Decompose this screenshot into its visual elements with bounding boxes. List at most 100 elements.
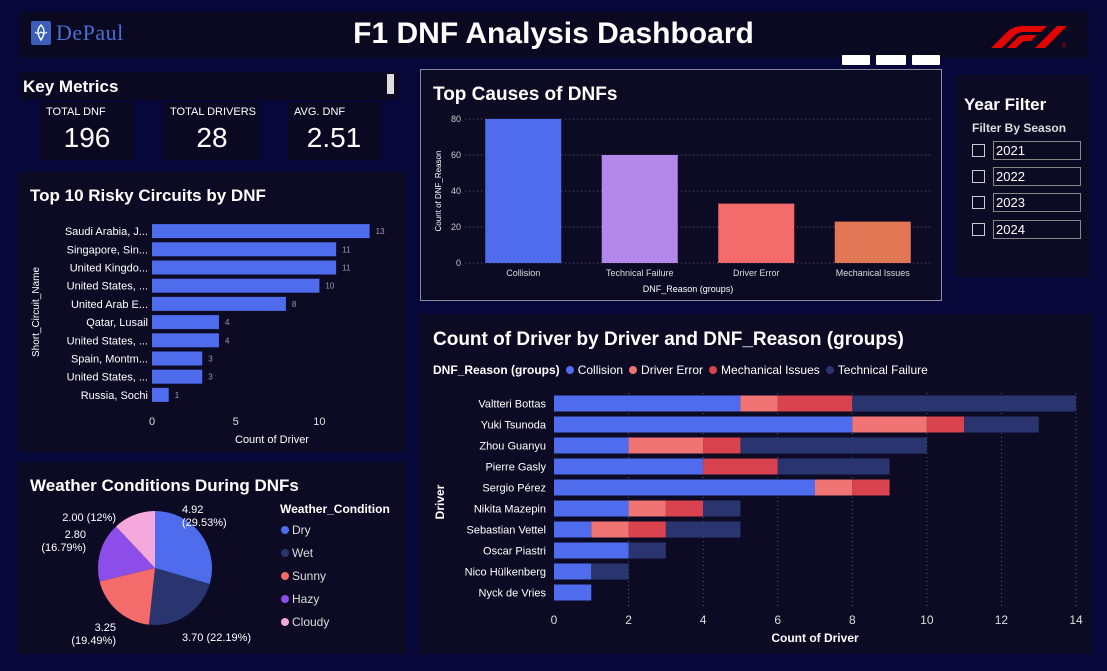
- bar-segment-collision: [554, 521, 592, 538]
- legend-dot: [281, 618, 289, 626]
- data-label: 8: [292, 300, 297, 309]
- bar-segment-collision: [554, 584, 592, 601]
- driver-stacked-chart: Valtteri Bottas Yuki Tsunoda Zhou Guanyu Pi…: [433, 393, 1083, 645]
- year-label: 2021: [993, 140, 1081, 160]
- focus-mode-icon[interactable]: [842, 55, 870, 65]
- legend-dot-technical-failure: [825, 366, 834, 374]
- bar-segment-collision: [554, 437, 629, 454]
- top-causes-panel: Top Causes of DNFs 0 20 40 60 80 Collision Tec…: [420, 69, 942, 301]
- legend-dot-mechanical-issues: [709, 366, 718, 374]
- depaul-wordmark: DePaul: [56, 20, 124, 45]
- x-tick-label: 0: [551, 613, 558, 627]
- x-tick-label: 4: [700, 613, 707, 627]
- data-label-line: 3.25: [95, 622, 116, 634]
- x-tick-label: 2: [625, 613, 632, 627]
- kpi-value: 196: [63, 122, 111, 153]
- bar-segment-mechanical-issues: [926, 416, 965, 433]
- circuit-bar: [152, 242, 337, 257]
- circuit-bar: [152, 315, 219, 330]
- bar-segment-collision: [554, 542, 629, 559]
- year-filter-title: Year Filter: [964, 95, 1047, 114]
- x-tick-label: 14: [1069, 613, 1083, 627]
- y-tick-label: Nico Hülkenberg: [465, 567, 546, 579]
- pie-slice-sunny: [99, 568, 155, 625]
- more-options-icon[interactable]: [912, 55, 940, 65]
- risky-circuits-panel: Top 10 Risky Circuits by DNF Saudi Arabi…: [18, 172, 406, 452]
- total-drivers-card: TOTAL DRIVERS 28: [164, 102, 260, 160]
- x-tick-label: 0: [149, 416, 155, 428]
- checkbox[interactable]: [972, 222, 985, 236]
- y-tick-label: Sergio Pérez: [482, 483, 546, 495]
- scrollbar-handle[interactable]: [387, 74, 394, 94]
- x-tick-label: 5: [233, 416, 239, 428]
- bar-segment-technical-failure: [665, 521, 741, 538]
- bar-segment-collision: [554, 563, 592, 580]
- legend-dot: [281, 549, 289, 557]
- y-tick-label: Valtteri Bottas: [478, 399, 546, 411]
- year-option-2023[interactable]: 2023: [972, 192, 1081, 212]
- chart-title: Count of Driver by Driver and DNF_Reason…: [433, 329, 904, 350]
- data-label-line: (19.49%): [71, 635, 116, 647]
- data-label: 3: [208, 373, 213, 382]
- year-filter-subtitle: Filter By Season: [972, 121, 1067, 135]
- data-label: 13: [376, 227, 385, 236]
- circuit-bar: [152, 260, 337, 275]
- data-label-line: 2.80: [65, 529, 86, 541]
- circuit-bar: [152, 387, 169, 402]
- y-axis-label: Short_Circuit_Name: [31, 267, 42, 357]
- bar-segment-technical-failure: [777, 458, 890, 475]
- checkbox[interactable]: [972, 143, 985, 157]
- year-label: 2022: [993, 166, 1081, 186]
- avg-dnf-card: AVG. DNF 2.51: [288, 102, 380, 160]
- bar-segment-technical-failure: [628, 542, 666, 559]
- bar-segment-technical-failure: [591, 563, 629, 580]
- year-option-2024[interactable]: 2024: [972, 219, 1081, 239]
- bar-segment-collision: [554, 500, 629, 517]
- bar-segment-driver-error: [740, 395, 778, 412]
- legend-dot-driver-error: [629, 366, 638, 374]
- year-option-2022[interactable]: 2022: [972, 166, 1081, 186]
- bar-segment-technical-failure: [852, 395, 1076, 412]
- y-tick-label: Spain, Montm...: [71, 354, 148, 366]
- x-tick-label: Driver Error: [733, 268, 780, 278]
- x-tick-label: Collision: [506, 268, 540, 278]
- legend-dot: [281, 595, 289, 603]
- legend-label: Dry: [292, 523, 311, 537]
- pie-slice-cloudy: [115, 511, 155, 568]
- y-tick-label: Sebastian Vettel: [466, 525, 546, 537]
- legend-label: Collision: [577, 363, 624, 377]
- y-tick-label: 40: [451, 186, 461, 196]
- y-tick-label: 0: [456, 258, 461, 268]
- y-tick-label: Qatar, Lusail: [86, 317, 148, 329]
- data-label: 4: [225, 336, 230, 345]
- bar-segment-collision: [554, 458, 704, 475]
- y-tick-label: United States, ...: [67, 372, 148, 384]
- legend-label: Mechanical Issues: [721, 363, 820, 377]
- bar-segment-driver-error: [815, 479, 853, 496]
- circuit-bar: [152, 333, 219, 348]
- bar-segment-mechanical-issues: [703, 458, 778, 475]
- table-view-icon[interactable]: [876, 55, 906, 65]
- checkbox[interactable]: [972, 169, 985, 183]
- page-title: F1 DNF Analysis Dashboard: [353, 17, 754, 50]
- bar-segment-mechanical-issues: [665, 500, 704, 517]
- y-tick-label: Oscar Piastri: [483, 546, 546, 558]
- bar-segment-driver-error: [628, 437, 704, 454]
- data-label-line: 4.92: [182, 504, 203, 516]
- bar-segment-mechanical-issues: [628, 521, 666, 538]
- kpi-value: 28: [196, 122, 228, 153]
- bar-segment-mechanical-issues: [852, 479, 890, 496]
- bar-technical-failure: [601, 155, 678, 263]
- bar-segment-driver-error: [852, 416, 927, 433]
- chart-title: Weather Conditions During DNFs: [30, 476, 299, 495]
- bar-segment-technical-failure: [740, 437, 927, 454]
- legend-dot: [281, 526, 289, 534]
- data-label: 3.70 (22.19%): [182, 632, 251, 644]
- kpi-label: TOTAL DRIVERS: [170, 106, 256, 118]
- year-option-2021[interactable]: 2021: [972, 140, 1081, 160]
- circuit-bar: [152, 278, 320, 293]
- driver-reason-panel: Count of Driver by Driver and DNF_Reason…: [420, 314, 1092, 654]
- bar-segment-collision: [554, 416, 853, 433]
- checkbox[interactable]: [972, 195, 985, 209]
- data-label: 3: [208, 355, 213, 364]
